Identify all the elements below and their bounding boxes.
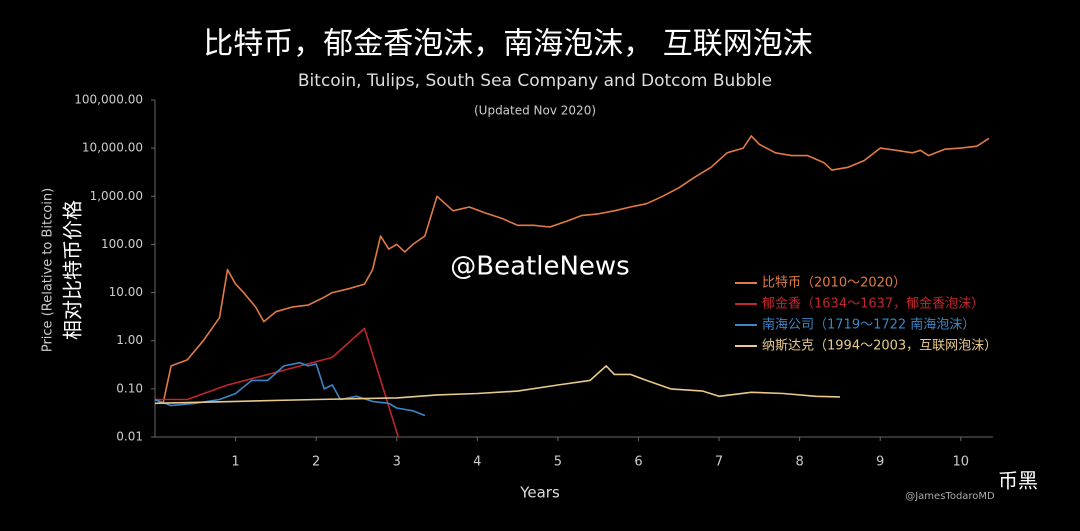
series-line <box>154 365 840 405</box>
y-tick-label: 100.00 <box>101 237 143 251</box>
series-line <box>155 327 400 438</box>
y-tick-label: 0.10 <box>116 381 143 395</box>
legend-label: 南海公司（1719～1722 南海泡沫） <box>762 317 975 333</box>
y-tick-label: 100,000.00 <box>74 93 143 107</box>
chart-subtitle: Bitcoin, Tulips, South Sea Company and D… <box>298 71 772 91</box>
y-axis-label-cn: 相对比特币价格 <box>61 200 85 340</box>
y-tick-label: 10,000.00 <box>82 141 143 155</box>
chart-title: 比特币，郁金香泡沫，南海泡沫， 互联网泡沫 <box>203 27 813 62</box>
y-axis-label: Price (Relative to Bitcoin) <box>41 188 56 352</box>
y-tick-label: 1.00 <box>116 333 143 347</box>
y-tick-label: 10.00 <box>109 285 143 299</box>
legend-label: 比特币（2010～2020） <box>762 276 906 291</box>
credit: @JamesTodaroMD <box>905 491 995 502</box>
x-tick-label: 1 <box>231 455 239 470</box>
x-axis-label: Years <box>519 484 560 502</box>
brand: 币黑 <box>998 469 1038 493</box>
x-tick-label: 5 <box>554 455 562 470</box>
legend-label: 纳斯达克（1994～2003，互联网泡沫） <box>762 339 997 354</box>
y-tick-label: 0.01 <box>116 430 143 444</box>
x-tick-label: 6 <box>634 455 642 470</box>
x-tick-label: 10 <box>952 455 969 470</box>
x-tick-label: 3 <box>393 455 401 470</box>
legend-label: 郁金香（1634～1637，郁金香泡沫） <box>762 296 984 312</box>
series-line <box>154 361 426 417</box>
x-tick-label: 8 <box>795 455 803 470</box>
x-tick-label: 4 <box>473 455 481 470</box>
x-tick-label: 9 <box>876 455 884 470</box>
series-line <box>154 135 990 405</box>
chart-note: (Updated Nov 2020) <box>474 104 596 118</box>
watermark: @BeatleNews <box>450 252 629 282</box>
x-tick-label: 2 <box>312 455 320 470</box>
x-tick-label: 7 <box>715 455 723 470</box>
y-tick-label: 1,000.00 <box>90 189 143 203</box>
